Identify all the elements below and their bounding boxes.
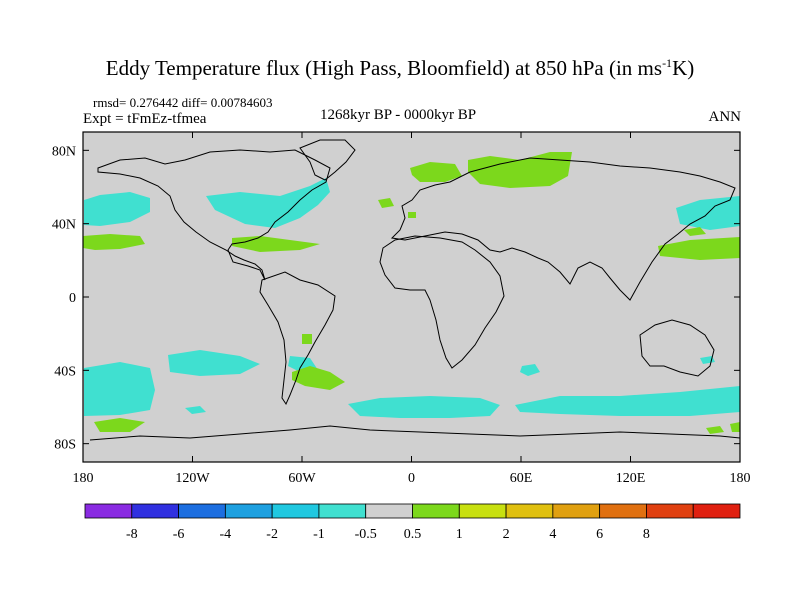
lon-label: 180 (73, 471, 94, 486)
season-label: ANN (708, 109, 742, 125)
positive-anomaly-patch (684, 227, 706, 236)
antarctica-outline (89, 425, 741, 441)
plot-title: Eddy Temperature flux (High Pass, Bloomf… (105, 56, 695, 80)
colorbar-swatch (84, 503, 133, 519)
positive-anomaly-patch (378, 198, 394, 208)
colorbar: -8 -6 -4 -2 -1 -0.5 0.5 1 2 4 6 8 (84, 503, 741, 542)
positive-anomaly-patch (658, 237, 740, 260)
positive-anomaly-patch (302, 334, 312, 344)
colorbar-swatch (599, 503, 647, 519)
colorbar-label: 4 (549, 527, 556, 542)
colorbar-swatch (271, 503, 320, 519)
colorbar-label: -6 (173, 527, 185, 542)
lon-label: 0 (408, 471, 415, 486)
colorbar-swatch (692, 503, 741, 519)
colorbar-label: 1 (456, 527, 463, 542)
colorbar-label: -2 (266, 527, 278, 542)
lon-label: 120W (175, 471, 210, 486)
positive-anomaly-patch (408, 212, 416, 218)
colorbar-label: -1 (313, 527, 325, 542)
lat-label: 40S (54, 364, 76, 379)
colorbar-swatch (458, 503, 507, 519)
latitude-axis: 80N 40N 0 40S 80S (52, 144, 740, 453)
negative-anomaly-patch (84, 362, 155, 416)
australia-outline (639, 319, 715, 377)
lat-label: 0 (69, 291, 76, 306)
colorbar-swatch (552, 503, 601, 519)
longitude-axis: 180 120W 60W 0 60E 120E 180 (73, 132, 751, 486)
positive-anomaly-patch (83, 234, 145, 250)
negative-anomaly-patch (520, 364, 540, 376)
lon-label: 60W (288, 471, 316, 486)
colorbar-label: 0.5 (404, 527, 422, 542)
positive-anomaly-patch (730, 422, 740, 432)
lon-label: 120E (616, 471, 646, 486)
africa-outline (379, 235, 505, 369)
negative-anomaly-patch (515, 386, 740, 416)
colorbar-swatch (365, 503, 413, 519)
positive-anomaly-patch (410, 162, 462, 182)
colorbar-label: 2 (503, 527, 510, 542)
negative-anomaly-patch (168, 350, 260, 376)
eurasia-outline (390, 157, 736, 301)
coastlines (89, 139, 741, 441)
negative-anomaly-patch (84, 192, 150, 226)
colorbar-swatch (224, 503, 273, 519)
lon-label: 180 (730, 471, 751, 486)
experiment-label: Expt = tFmEz-tfmea (83, 111, 207, 127)
colorbar-swatch (318, 503, 367, 519)
colorbar-label: 6 (596, 527, 603, 542)
greenland-outline (299, 139, 356, 181)
lat-label: 80S (54, 438, 76, 453)
positive-anomaly-patch (292, 366, 345, 390)
positive-anomaly-patch (706, 426, 724, 434)
period-label: 1268kyr BP - 0000kyr BP (320, 107, 477, 123)
positive-anomaly-patch (94, 418, 145, 432)
positive-anomaly-patch (232, 236, 320, 252)
colorbar-label: -4 (220, 527, 232, 542)
colorbar-label: -8 (126, 527, 138, 542)
north-america-outline (97, 149, 331, 281)
negative-anomaly-patch (348, 396, 500, 418)
lat-label: 40N (52, 218, 76, 233)
south-america-outline (259, 271, 336, 406)
negative-anomaly-patch (185, 406, 206, 414)
colorbar-swatch (646, 503, 694, 519)
colorbar-swatch (131, 503, 179, 519)
colorbar-label: 8 (643, 527, 650, 542)
colorbar-swatch (412, 503, 460, 519)
positive-anomaly-patch (468, 152, 572, 188)
negative-anomaly-patch (206, 178, 330, 228)
colorbar-label: -0.5 (355, 527, 377, 542)
lat-label: 80N (52, 144, 76, 159)
colorbar-swatch (178, 503, 226, 519)
lon-label: 60E (510, 471, 533, 486)
stats-text: rmsd= 0.276442 diff= 0.00784603 (93, 95, 273, 110)
colorbar-swatch (505, 503, 554, 519)
